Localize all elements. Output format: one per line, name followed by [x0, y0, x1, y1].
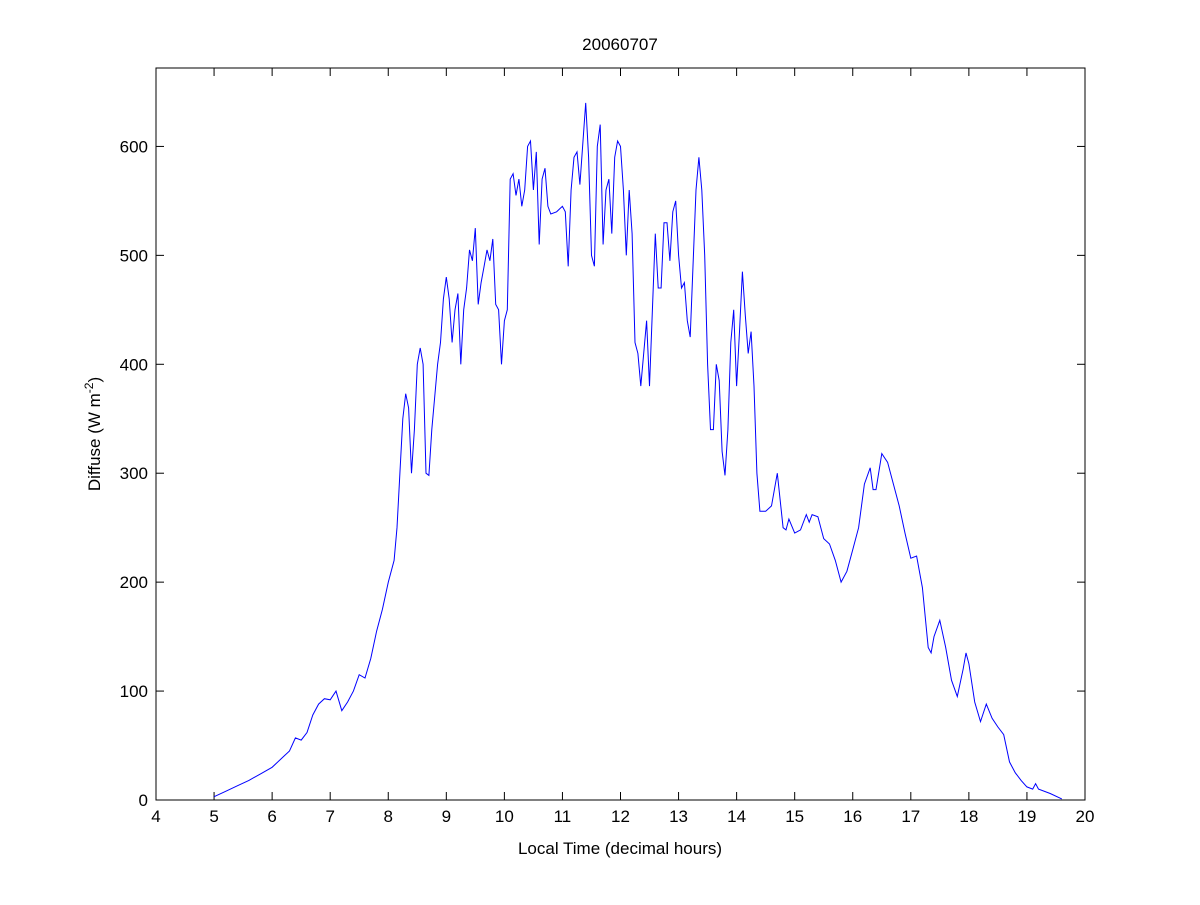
x-tick-label: 6: [267, 807, 276, 826]
diffuse-series-line: [213, 102, 1063, 800]
axes-box: [155, 67, 1086, 801]
x-tick-label: 5: [209, 807, 218, 826]
y-axis-label-sup: -2: [82, 382, 96, 393]
chart-title: 20060707: [582, 35, 658, 54]
y-axis-label-main: Diffuse (W m: [85, 393, 104, 491]
y-tick-label: 100: [120, 682, 148, 701]
ticks: 4 5 6 7 8 9 10 11 12 13 14 15 16 17 18 19 20010020030040…: [120, 68, 1095, 826]
x-tick-label: 18: [959, 807, 978, 826]
x-tick-label: 19: [1017, 807, 1036, 826]
y-axis-label-close: ): [85, 377, 104, 383]
y-tick-label: 300: [120, 464, 148, 483]
x-tick-label: 17: [901, 807, 920, 826]
y-tick-label: 200: [120, 573, 148, 592]
x-tick-label: 16: [843, 807, 862, 826]
x-tick-label: 8: [384, 807, 393, 826]
x-tick-label: 7: [325, 807, 334, 826]
x-tick-label: 20: [1076, 807, 1095, 826]
x-tick-label: 4: [151, 807, 160, 826]
x-tick-label: 13: [669, 807, 688, 826]
y-tick-label: 400: [120, 355, 148, 374]
x-tick-label: 14: [727, 807, 746, 826]
x-tick-label: 12: [611, 807, 630, 826]
y-axis-label: Diffuse (W m-2): [82, 377, 104, 491]
x-tick-label: 9: [442, 807, 451, 826]
x-tick-label: 15: [785, 807, 804, 826]
y-tick-label: 600: [120, 137, 148, 156]
x-tick-label: 10: [495, 807, 514, 826]
x-axis-label: Local Time (decimal hours): [518, 839, 722, 858]
x-tick-label: 11: [554, 807, 572, 826]
y-tick-label: 500: [120, 246, 148, 265]
y-tick-label: 0: [139, 791, 148, 810]
